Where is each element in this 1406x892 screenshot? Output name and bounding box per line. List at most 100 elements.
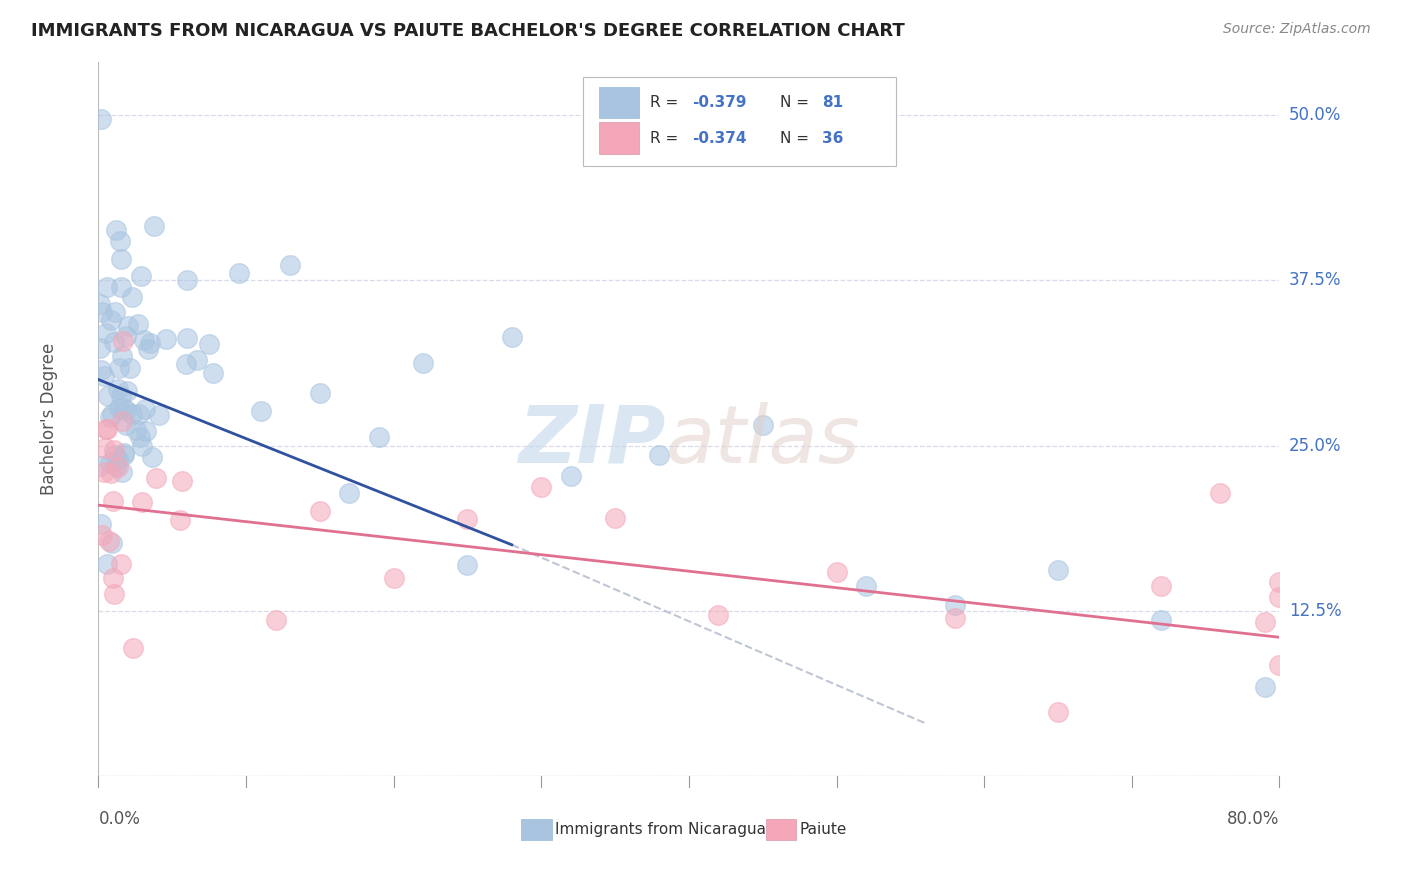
Point — [111, 465, 134, 479]
Point — [457, 512, 479, 526]
Point — [605, 510, 627, 524]
Text: N =: N = — [780, 95, 814, 110]
Point — [114, 418, 136, 433]
Point — [136, 342, 159, 356]
Point — [412, 356, 434, 370]
Point — [112, 401, 135, 416]
Text: R =: R = — [650, 130, 683, 145]
FancyBboxPatch shape — [582, 77, 896, 166]
Point — [134, 402, 156, 417]
Point — [121, 641, 143, 656]
Point — [91, 527, 114, 541]
Point — [1268, 575, 1291, 590]
Point — [457, 558, 479, 572]
Point — [100, 312, 122, 326]
Point — [101, 536, 124, 550]
Point — [131, 495, 153, 509]
Point — [107, 383, 129, 397]
Point — [121, 290, 143, 304]
Point — [105, 458, 128, 473]
Point — [107, 360, 129, 375]
Point — [118, 361, 141, 376]
Point — [90, 517, 112, 532]
Point — [228, 266, 250, 280]
Point — [264, 613, 287, 627]
Text: IMMIGRANTS FROM NICARAGUA VS PAIUTE BACHELOR'S DEGREE CORRELATION CHART: IMMIGRANTS FROM NICARAGUA VS PAIUTE BACH… — [31, 22, 904, 40]
Point — [89, 297, 111, 311]
Point — [114, 403, 136, 417]
Point — [280, 259, 302, 273]
Point — [117, 319, 139, 334]
Point — [112, 334, 135, 349]
Point — [752, 418, 775, 433]
Point — [1150, 579, 1173, 593]
Text: Immigrants from Nicaragua: Immigrants from Nicaragua — [555, 822, 766, 837]
Point — [127, 317, 149, 331]
Point — [112, 449, 135, 463]
Point — [1254, 680, 1277, 694]
Point — [90, 112, 112, 127]
Text: Source: ZipAtlas.com: Source: ZipAtlas.com — [1223, 22, 1371, 37]
FancyBboxPatch shape — [599, 122, 640, 153]
Point — [131, 439, 153, 453]
Point — [501, 329, 523, 343]
FancyBboxPatch shape — [766, 819, 796, 840]
Text: -0.374: -0.374 — [693, 130, 747, 145]
Text: 0.0%: 0.0% — [98, 810, 141, 829]
Point — [174, 357, 197, 371]
Text: atlas: atlas — [665, 401, 860, 480]
Point — [101, 571, 124, 585]
Point — [108, 234, 131, 248]
Point — [138, 336, 160, 351]
Point — [169, 513, 191, 527]
Point — [943, 598, 966, 612]
Point — [198, 337, 221, 351]
Point — [111, 414, 134, 428]
Point — [91, 305, 114, 319]
Point — [104, 449, 127, 463]
Point — [309, 385, 332, 400]
Point — [93, 368, 115, 383]
Point — [176, 331, 198, 345]
Point — [97, 534, 120, 549]
Point — [530, 480, 553, 494]
Point — [155, 332, 177, 346]
Point — [94, 422, 117, 436]
Text: Paiute: Paiute — [800, 822, 848, 837]
Text: Bachelor's Degree: Bachelor's Degree — [39, 343, 58, 495]
Point — [112, 446, 135, 460]
Point — [110, 557, 132, 571]
Point — [170, 475, 193, 489]
Point — [94, 326, 117, 340]
Point — [148, 409, 170, 423]
Point — [100, 467, 122, 481]
Point — [110, 389, 132, 403]
Point — [186, 353, 208, 368]
Point — [1209, 486, 1232, 500]
Point — [124, 423, 146, 437]
Point — [96, 422, 118, 436]
Point — [943, 610, 966, 624]
Text: 25.0%: 25.0% — [1289, 437, 1341, 455]
Point — [107, 460, 129, 475]
Text: 50.0%: 50.0% — [1289, 106, 1341, 124]
Point — [132, 334, 155, 348]
Point — [115, 329, 138, 343]
Point — [309, 504, 332, 518]
Text: ZIP: ZIP — [517, 401, 665, 480]
Point — [143, 219, 166, 233]
Point — [560, 469, 582, 483]
Point — [855, 578, 877, 592]
Point — [115, 384, 138, 398]
Text: 12.5%: 12.5% — [1289, 602, 1341, 620]
Point — [648, 448, 671, 462]
Point — [707, 608, 730, 623]
Point — [135, 424, 157, 438]
Text: R =: R = — [650, 95, 683, 110]
Point — [110, 280, 132, 294]
FancyBboxPatch shape — [599, 87, 640, 118]
Point — [110, 252, 132, 267]
Text: N =: N = — [780, 130, 814, 145]
Point — [107, 451, 129, 466]
Point — [96, 557, 118, 571]
